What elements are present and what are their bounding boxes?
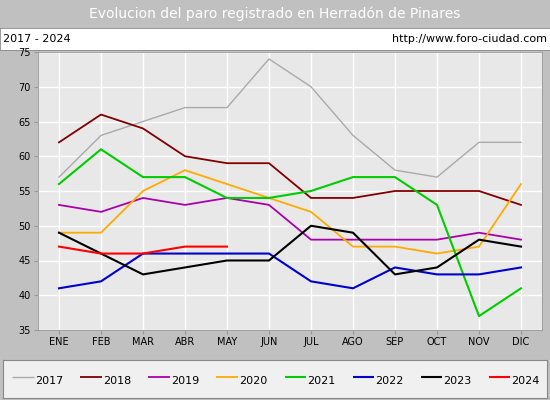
Text: 2018: 2018 [103,376,131,386]
Text: http://www.foro-ciudad.com: http://www.foro-ciudad.com [392,34,547,44]
Text: 2024: 2024 [512,376,540,386]
Text: 2020: 2020 [239,376,268,386]
Text: 2023: 2023 [443,376,472,386]
Text: 2017: 2017 [35,376,63,386]
Text: 2021: 2021 [307,376,336,386]
Text: Evolucion del paro registrado en Herradón de Pinares: Evolucion del paro registrado en Herradó… [89,7,461,21]
Text: 2019: 2019 [171,376,200,386]
Text: 2022: 2022 [376,376,404,386]
Text: 2017 - 2024: 2017 - 2024 [3,34,70,44]
